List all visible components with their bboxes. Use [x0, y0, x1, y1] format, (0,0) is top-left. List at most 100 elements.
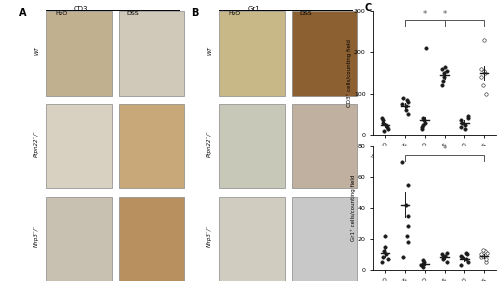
Point	[380, 249, 388, 253]
Point	[378, 260, 386, 264]
Text: CD3: CD3	[74, 6, 88, 12]
Point	[482, 251, 490, 255]
Point	[440, 71, 448, 75]
Point	[438, 67, 446, 71]
Point	[379, 118, 387, 123]
Point	[443, 260, 451, 264]
Point	[418, 264, 426, 269]
Bar	[46, 104, 112, 188]
Point	[462, 252, 470, 257]
Bar	[46, 197, 112, 281]
Point	[477, 67, 485, 71]
Point	[479, 253, 487, 258]
Bar	[119, 104, 184, 188]
Point	[404, 214, 412, 218]
Point	[381, 234, 389, 238]
Point	[397, 102, 405, 106]
Point	[379, 255, 387, 260]
Text: DSS: DSS	[126, 11, 139, 16]
Text: H₂O: H₂O	[228, 11, 240, 16]
Text: B: B	[191, 8, 199, 19]
Point	[417, 263, 425, 268]
Point	[378, 116, 386, 121]
Text: WT: WT	[207, 46, 212, 55]
Point	[482, 257, 490, 261]
Point	[421, 120, 429, 125]
Point	[402, 203, 410, 207]
Point	[464, 260, 472, 264]
Point	[419, 116, 427, 121]
Text: Nlrp3⁻/⁻: Nlrp3⁻/⁻	[34, 225, 39, 247]
Bar	[292, 197, 357, 281]
Point	[482, 260, 490, 264]
Point	[440, 65, 448, 69]
Point	[439, 257, 447, 261]
Point	[438, 83, 446, 88]
Text: *: *	[423, 10, 427, 19]
Text: Nlrp3⁻/⁻: Nlrp3⁻/⁻	[207, 225, 212, 247]
Point	[420, 118, 428, 123]
Point	[382, 252, 390, 257]
Point	[461, 126, 469, 131]
Point	[477, 255, 485, 260]
Text: Ptpn22⁻/⁻: Ptpn22⁻/⁻	[34, 130, 39, 157]
Point	[442, 69, 450, 73]
Point	[403, 234, 411, 238]
Point	[462, 257, 470, 261]
Point	[384, 126, 392, 131]
Bar	[219, 197, 285, 281]
Bar	[46, 11, 112, 96]
Point	[457, 263, 465, 268]
Bar	[119, 11, 184, 96]
Bar	[119, 197, 184, 281]
Point	[384, 257, 392, 261]
Point	[463, 114, 471, 119]
Bar	[219, 104, 285, 188]
Text: DSS: DSS	[299, 11, 312, 16]
Point	[479, 248, 487, 252]
Text: *: *	[442, 10, 446, 19]
Point	[383, 124, 391, 129]
Point	[441, 253, 449, 258]
Point	[457, 253, 465, 258]
Bar	[292, 104, 357, 188]
Point	[461, 122, 469, 127]
Point	[404, 224, 412, 229]
Point	[439, 75, 447, 80]
Point	[438, 252, 446, 257]
Point	[482, 91, 490, 96]
Point	[421, 46, 429, 51]
Point	[403, 98, 411, 102]
Point	[463, 116, 471, 121]
Point	[418, 126, 426, 131]
Point	[439, 79, 447, 83]
Point	[399, 96, 407, 100]
Text: C: C	[365, 3, 372, 13]
Point	[418, 124, 426, 129]
Point	[458, 120, 466, 125]
Point	[477, 252, 485, 257]
Point	[477, 75, 485, 80]
Point	[480, 38, 488, 42]
Point	[481, 249, 489, 253]
Point	[419, 122, 427, 127]
Text: Gr1: Gr1	[247, 6, 260, 12]
Point	[404, 240, 412, 244]
Point	[403, 112, 411, 117]
Text: A: A	[19, 8, 26, 19]
Point	[381, 244, 389, 249]
Text: Ptpn22⁻/⁻: Ptpn22⁻/⁻	[207, 130, 212, 157]
Point	[399, 255, 407, 260]
Y-axis label: CD3⁺ cells/counting field: CD3⁺ cells/counting field	[347, 39, 352, 107]
Point	[398, 159, 406, 164]
Bar	[219, 11, 285, 96]
Point	[457, 118, 465, 123]
Text: *: *	[442, 144, 446, 153]
Point	[457, 124, 465, 129]
Point	[382, 122, 390, 127]
Point	[402, 104, 410, 108]
Point	[402, 108, 410, 112]
Point	[404, 100, 412, 104]
Bar	[292, 11, 357, 96]
Point	[379, 120, 387, 125]
